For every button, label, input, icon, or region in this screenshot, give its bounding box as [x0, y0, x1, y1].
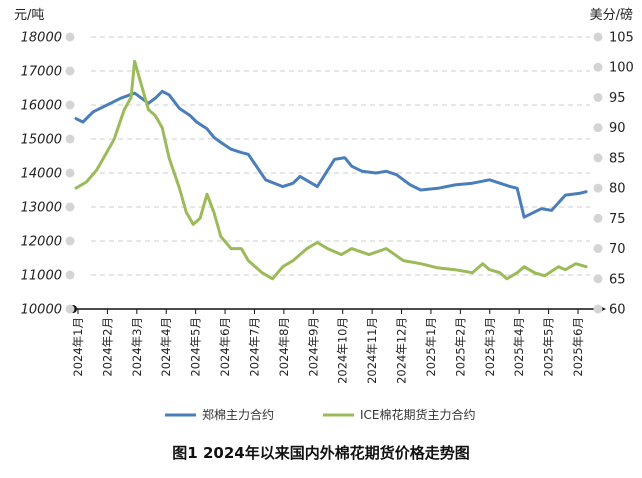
left-tick-dot: [65, 236, 75, 246]
left-tick-label: 11000: [21, 269, 62, 284]
left-tick-label: 10000: [21, 303, 62, 318]
left-tick-dot: [65, 270, 75, 280]
right-tick-dot: [593, 213, 603, 223]
legend-label-ice: ICE棉花期货主力合约: [360, 407, 476, 422]
x-tick-label: 2024年8月: [277, 317, 291, 377]
x-tick-label: 2025年2月: [453, 317, 467, 377]
right-tick-dot: [593, 274, 603, 284]
right-tick-label: 105: [609, 31, 634, 46]
x-tick-label: 2025年3月: [483, 317, 497, 377]
left-tick-dot: [65, 168, 75, 178]
right-tick-label: 80: [609, 182, 626, 197]
right-tick-dot: [593, 304, 603, 314]
right-tick-label: 95: [609, 91, 626, 106]
x-tick-label: 2024年5月: [189, 317, 203, 377]
x-tick-label: 2024年7月: [247, 317, 261, 377]
left-axis-unit: 元/吨: [14, 8, 44, 23]
x-tick-label: 2024年12月: [395, 317, 409, 384]
left-tick-dot: [65, 32, 75, 42]
x-tick-label: 2024年6月: [218, 317, 232, 377]
left-tick-dot: [65, 304, 75, 314]
right-axis-ticks: 60 65 70 75 80 85 90 95 100 105: [593, 31, 634, 318]
legend: 郑棉主力合约 ICE棉花期货主力合约: [165, 407, 476, 422]
legend-label-zce: 郑棉主力合约: [202, 407, 274, 422]
right-tick-dot: [593, 183, 603, 193]
x-tick-label: 2025年6月: [571, 317, 585, 377]
right-tick-label: 100: [609, 61, 634, 76]
x-tick-label: 2024年1月: [71, 317, 85, 377]
right-axis-unit: 美分/磅: [590, 7, 633, 23]
gridlines: [91, 36, 590, 276]
x-axis-ticks: 2024年1月 2024年2月 2024年3月 2024年4月 2024年5月 2024年…: [71, 309, 585, 384]
x-tick-label: 2025年1月: [424, 317, 438, 377]
right-tick-dot: [593, 32, 603, 42]
left-tick-dot: [65, 100, 75, 110]
left-tick-dot: [65, 134, 75, 144]
right-tick-dot: [593, 62, 603, 72]
left-tick-dot: [65, 66, 75, 76]
x-tick-label: 2024年9月: [306, 317, 320, 377]
x-tick-label: 2024年4月: [159, 317, 173, 377]
figure-caption: 图1 2024年以来国内外棉花期货价格走势图: [172, 444, 469, 462]
x-tick-label: 2025年4月: [512, 317, 526, 377]
left-tick-label: 18000: [21, 31, 62, 46]
left-tick-label: 14000: [21, 167, 62, 182]
right-tick-dot: [593, 123, 603, 133]
right-tick-label: 75: [609, 212, 626, 227]
right-tick-label: 70: [609, 242, 626, 257]
x-tick-label: 2024年10月: [336, 317, 350, 384]
right-tick-label: 60: [609, 303, 626, 318]
series-line-0: [74, 89, 588, 219]
right-tick-dot: [593, 153, 603, 163]
right-tick-dot: [593, 92, 603, 102]
axes: [69, 305, 606, 313]
right-tick-label: 65: [609, 272, 626, 287]
x-tick-label: 2025年5月: [542, 317, 556, 377]
right-tick-dot: [593, 244, 603, 254]
left-tick-dot: [65, 202, 75, 212]
left-tick-label: 16000: [21, 99, 62, 114]
x-tick-label: 2024年3月: [130, 317, 144, 377]
series-line-1: [74, 59, 588, 281]
left-tick-label: 15000: [21, 133, 62, 148]
left-tick-label: 12000: [21, 235, 62, 250]
left-tick-label: 13000: [21, 201, 62, 216]
left-tick-label: 17000: [21, 65, 62, 80]
right-tick-label: 85: [609, 151, 626, 166]
right-tick-label: 90: [609, 121, 626, 136]
left-axis-ticks: 10000 11000 12000 13000 14000 15000 16000 17000…: [21, 31, 75, 318]
x-tick-label: 2024年11月: [365, 317, 379, 384]
x-tick-label: 2024年2月: [100, 317, 114, 377]
series-lines: [74, 59, 588, 281]
